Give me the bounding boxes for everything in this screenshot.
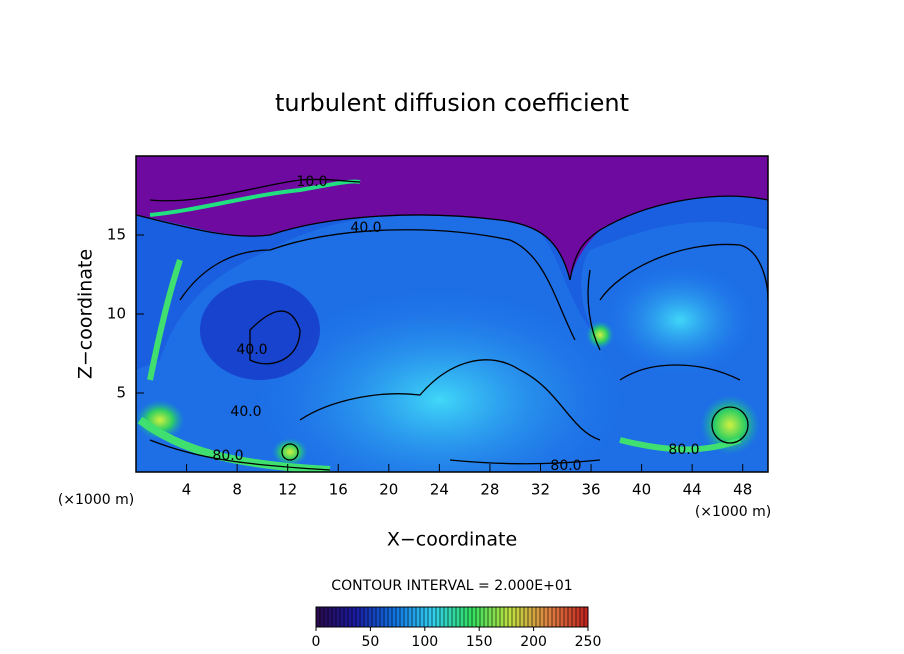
x-tick-label: 20: [379, 481, 398, 499]
x-unit-right: (×1000 m): [695, 504, 771, 520]
colorbar-tick-label: 200: [520, 634, 547, 650]
x-tick-label: 32: [531, 481, 550, 499]
x-tick-label: 4: [182, 481, 192, 499]
contour-label: 80.0: [212, 448, 243, 464]
y-tick-label: 10: [107, 305, 126, 323]
contour-interval: CONTOUR INTERVAL = 2.000E+01: [331, 578, 572, 594]
x-tick-label: 16: [329, 481, 348, 499]
field: [136, 156, 768, 472]
x-unit-left: (×1000 m): [58, 492, 134, 508]
x-tick-label: 48: [733, 481, 752, 499]
x-tick-label: 24: [430, 481, 449, 499]
x-axis-label: X−coordinate: [387, 529, 517, 551]
colorbar-tick-label: 100: [411, 634, 438, 650]
x-tick-label: 40: [632, 481, 651, 499]
y-tick-label: 15: [107, 226, 126, 244]
x-tick-label: 12: [278, 481, 297, 499]
chart-title: turbulent diffusion coefficient: [275, 89, 629, 117]
contour-label: 40.0: [236, 342, 267, 358]
x-tick-label: 8: [232, 481, 242, 499]
x-tick-label: 28: [480, 481, 499, 499]
x-tick-label: 44: [683, 481, 702, 499]
y-axis-label: Z−coordinate: [75, 249, 97, 379]
colorbar-tick-label: 150: [466, 634, 493, 650]
contour-label: 40.0: [350, 220, 381, 236]
contour-label: 80.0: [550, 458, 581, 474]
contour-label: 80.0: [668, 442, 699, 458]
y-tick-label: 5: [116, 384, 126, 402]
contour-label: 40.0: [230, 404, 261, 420]
colorbar-tick-label: 0: [312, 634, 321, 650]
x-tick-label: 36: [581, 481, 600, 499]
colorbar-tick-label: 250: [575, 634, 602, 650]
colorbar-tick-label: 50: [361, 634, 379, 650]
contour-label: 10.0: [296, 174, 327, 190]
